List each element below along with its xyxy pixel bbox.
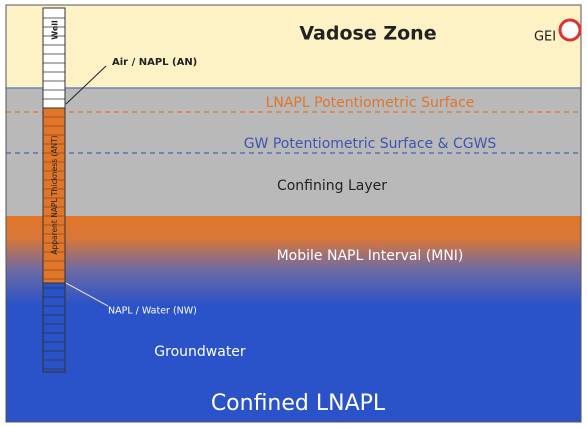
nw-label: NAPL / Water (NW) xyxy=(108,306,197,317)
well-label: Well xyxy=(51,20,60,40)
groundwater-label: Groundwater xyxy=(154,344,246,360)
well-water xyxy=(43,283,65,372)
logo-text: GEI xyxy=(534,30,556,45)
confining-label: Confining Layer xyxy=(277,178,387,194)
diagram: Well Apparent NAPL Thickness (ANT) Air /… xyxy=(0,0,587,427)
gw-surface-label: GW Potentiometric Surface & CGWS xyxy=(244,136,497,152)
lnapl-surface-label: LNAPL Potentiometric Surface xyxy=(266,95,475,111)
caption: Confined LNAPL xyxy=(211,391,386,416)
page: Well Apparent NAPL Thickness (ANT) Air /… xyxy=(0,0,587,427)
vadose-band xyxy=(6,5,581,88)
logo-mark xyxy=(560,20,580,40)
mni-label: Mobile NAPL Interval (MNI) xyxy=(277,248,464,264)
vadose-label: Vadose Zone xyxy=(299,23,436,45)
an-label: Air / NAPL (AN) xyxy=(112,57,197,68)
ant-label: Apparent NAPL Thickness (ANT) xyxy=(50,135,59,254)
